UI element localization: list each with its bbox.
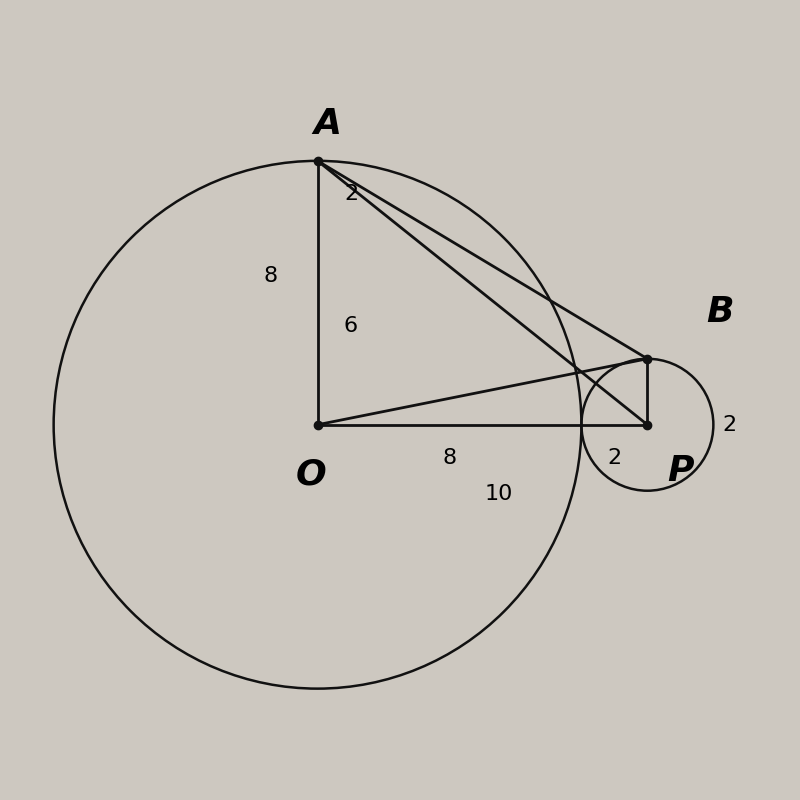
Text: 6: 6 [344, 316, 358, 336]
Text: 2: 2 [344, 184, 358, 204]
Text: B: B [706, 295, 734, 329]
Text: A: A [314, 107, 342, 141]
Text: O: O [295, 458, 326, 492]
Text: 8: 8 [264, 266, 278, 286]
Text: 8: 8 [442, 448, 457, 468]
Text: P: P [667, 454, 694, 489]
Text: 2: 2 [607, 448, 622, 468]
Text: 2: 2 [722, 414, 737, 434]
Text: 10: 10 [485, 484, 513, 504]
